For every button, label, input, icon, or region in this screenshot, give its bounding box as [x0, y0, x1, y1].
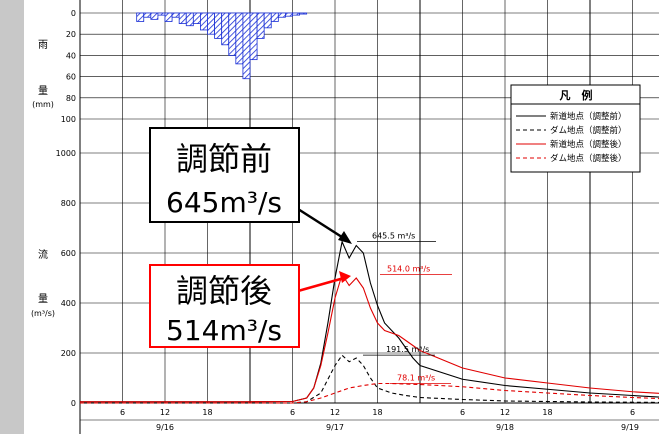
series-lines [80, 239, 659, 404]
x-hour-label: 12 [330, 408, 340, 417]
flow-tick-label: 0 [71, 399, 76, 408]
x-axis: 6 12 18 6 12 18 6 12 18 6 9/16 9/17 9/18 9/19 [80, 408, 659, 432]
x-day-label: 9/19 [621, 423, 639, 432]
rain-bar [235, 12, 244, 65]
rain-bar [143, 12, 152, 18]
callout-before-value: 645m³/s [166, 186, 282, 219]
rain-bar [292, 12, 300, 16]
legend-entry: 新道地点（調整後） [550, 139, 627, 150]
callout-after: 調節後 514m³/s [149, 264, 300, 348]
legend-entry: 新道地点（調整前） [550, 111, 627, 122]
callout-after-value: 514m³/s [166, 314, 282, 347]
peak-label: 191.5 m³/s [386, 345, 429, 354]
grid [79, 0, 659, 434]
callout-arrows [297, 207, 352, 293]
legend: 凡 例 新道地点（調整前） ダム地点（調整前） 新道地点（調整後） ダム地点（調整後） [510, 84, 641, 173]
rain-bar [277, 12, 286, 18]
rain-tick-label: 60 [66, 73, 76, 82]
rain-bar [157, 12, 166, 16]
flow-tick-label: 800 [61, 199, 76, 208]
x-hour-label: 12 [500, 408, 510, 417]
x-hour-label: 18 [372, 408, 382, 417]
callout-before-title: 調節前 [176, 140, 272, 178]
rain-unit: (mm) [32, 100, 54, 109]
x-day-label: 9/18 [496, 423, 514, 432]
x-hour-label: 18 [542, 408, 552, 417]
rainfall-bars [136, 12, 308, 80]
flow-tick-label: 600 [61, 249, 76, 258]
series-line [80, 354, 659, 404]
rain-axis: 0 20 40 60 80 100 [61, 9, 76, 124]
rain-bar [136, 12, 145, 22]
flow-tick-label: 400 [61, 299, 76, 308]
x-hour-label: 6 [460, 408, 465, 417]
series-line [80, 273, 659, 403]
peak-labels: 645.5 m³/s 514.0 m³/s 191.5 m³/s 78.1 m³/s [357, 232, 452, 384]
rain-label-1: 雨 [38, 40, 48, 51]
peak-label: 78.1 m³/s [397, 373, 435, 382]
rain-bar [299, 12, 308, 15]
rain-bar [178, 12, 187, 25]
rain-bar [214, 12, 223, 39]
rain-bar [263, 12, 272, 29]
rain-label-2: 量 [38, 85, 48, 97]
rain-tick-label: 40 [66, 51, 76, 60]
rain-bar [150, 12, 159, 20]
rain-bar [164, 12, 173, 22]
rain-bar [200, 12, 208, 31]
legend-entry: ダム地点（調整後） [550, 153, 627, 164]
flow-label-1: 流 [38, 248, 48, 261]
peak-label: 514.0 m³/s [387, 265, 430, 274]
flow-tick-label: 200 [61, 349, 76, 358]
x-hour-label: 12 [160, 408, 170, 417]
x-hour-label: 6 [120, 408, 125, 417]
callout-after-title: 調節後 [176, 272, 272, 310]
rain-bar [228, 12, 237, 56]
legend-entry: ダム地点（調整前） [550, 125, 627, 136]
x-hour-label: 18 [202, 408, 212, 417]
x-hour-label: 6 [630, 408, 635, 417]
rain-bar [242, 12, 251, 80]
flow-unit: (m³/s) [31, 309, 55, 318]
rain-tick-label: 0 [71, 9, 76, 18]
legend-title: 凡 例 [560, 88, 593, 102]
rain-tick-label: 80 [66, 94, 76, 103]
x-day-label: 9/16 [156, 423, 174, 432]
rain-bar [185, 12, 194, 27]
flow-tick-label: 1000 [56, 149, 76, 158]
rain-bar [256, 12, 265, 39]
rain-bar [207, 12, 215, 35]
flow-label-2: 量 [38, 293, 48, 305]
callout-before: 調節前 645m³/s [149, 127, 300, 223]
rain-tick-label: 100 [61, 115, 76, 124]
x-day-label: 9/17 [326, 423, 344, 432]
x-hour-label: 6 [290, 408, 295, 417]
rain-bar [249, 12, 258, 61]
rain-bar [221, 12, 230, 46]
series-line [80, 382, 659, 404]
rain-bar [192, 12, 201, 25]
flow-axis: 0 200 400 600 800 1000 [56, 149, 76, 408]
peak-label: 645.5 m³/s [372, 232, 415, 241]
rain-bar [171, 12, 180, 18]
rain-bar [270, 12, 279, 22]
rain-tick-label: 20 [66, 30, 76, 39]
plot-panel [24, 0, 659, 434]
rain-bar [285, 12, 293, 17]
